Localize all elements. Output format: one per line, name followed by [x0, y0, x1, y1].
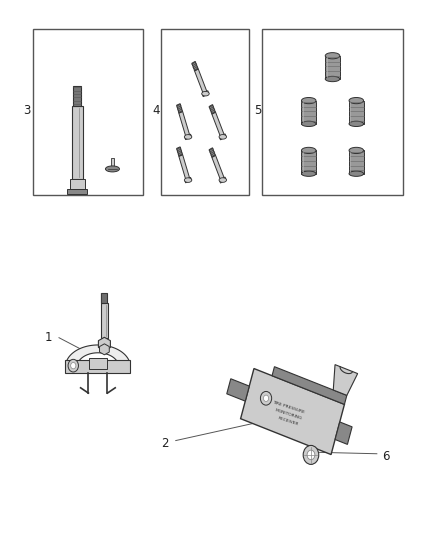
Bar	[111, 158, 114, 169]
Text: 6: 6	[382, 450, 389, 463]
Polygon shape	[177, 103, 183, 113]
Bar	[66, 360, 131, 373]
Polygon shape	[179, 111, 190, 136]
Bar	[33, 29, 143, 195]
Text: 1: 1	[44, 331, 52, 344]
Circle shape	[261, 391, 272, 405]
Polygon shape	[99, 344, 109, 355]
Polygon shape	[177, 147, 183, 156]
Circle shape	[68, 359, 78, 372]
Bar	[349, 101, 364, 124]
Polygon shape	[185, 177, 191, 183]
Bar	[301, 101, 316, 124]
Polygon shape	[335, 422, 352, 445]
Polygon shape	[179, 155, 190, 180]
Bar	[89, 358, 106, 369]
Ellipse shape	[202, 91, 209, 96]
Polygon shape	[99, 337, 110, 351]
Polygon shape	[219, 134, 226, 140]
Bar	[349, 150, 364, 174]
Ellipse shape	[219, 134, 226, 139]
Bar	[262, 29, 403, 195]
Circle shape	[303, 446, 319, 464]
Ellipse shape	[325, 53, 340, 59]
Text: 3: 3	[23, 104, 30, 117]
Ellipse shape	[301, 171, 316, 176]
Text: TIRE PRESSURE: TIRE PRESSURE	[272, 400, 305, 415]
Bar	[67, 189, 87, 194]
Polygon shape	[227, 379, 249, 401]
Bar	[101, 293, 107, 303]
Circle shape	[263, 395, 268, 401]
Text: 4: 4	[152, 104, 160, 117]
Polygon shape	[194, 69, 207, 93]
Ellipse shape	[184, 135, 192, 139]
Bar	[101, 303, 108, 338]
Polygon shape	[212, 112, 224, 136]
Polygon shape	[240, 368, 344, 455]
Ellipse shape	[349, 171, 364, 176]
Polygon shape	[185, 134, 191, 140]
Polygon shape	[272, 367, 347, 405]
Polygon shape	[66, 345, 130, 365]
Circle shape	[307, 450, 315, 459]
Circle shape	[71, 362, 76, 369]
Text: 5: 5	[254, 104, 261, 117]
Ellipse shape	[301, 147, 316, 154]
Ellipse shape	[184, 178, 192, 182]
Ellipse shape	[349, 98, 364, 104]
Bar	[161, 29, 249, 195]
Ellipse shape	[301, 98, 316, 104]
Text: MONITORING: MONITORING	[274, 408, 302, 421]
Ellipse shape	[301, 121, 316, 126]
Polygon shape	[212, 155, 224, 180]
Polygon shape	[209, 148, 215, 157]
Text: RECEIVER: RECEIVER	[277, 416, 299, 426]
Polygon shape	[209, 104, 215, 114]
Polygon shape	[219, 177, 226, 183]
Bar	[70, 180, 85, 189]
Ellipse shape	[219, 178, 226, 182]
Ellipse shape	[325, 76, 340, 82]
Polygon shape	[202, 91, 209, 96]
Text: 2: 2	[161, 437, 169, 450]
Polygon shape	[192, 61, 198, 71]
Bar	[325, 56, 340, 79]
Ellipse shape	[349, 147, 364, 154]
Bar	[72, 106, 83, 180]
Polygon shape	[333, 365, 358, 395]
Ellipse shape	[106, 166, 120, 172]
Ellipse shape	[349, 121, 364, 126]
Bar	[301, 150, 316, 174]
Bar	[73, 86, 81, 106]
